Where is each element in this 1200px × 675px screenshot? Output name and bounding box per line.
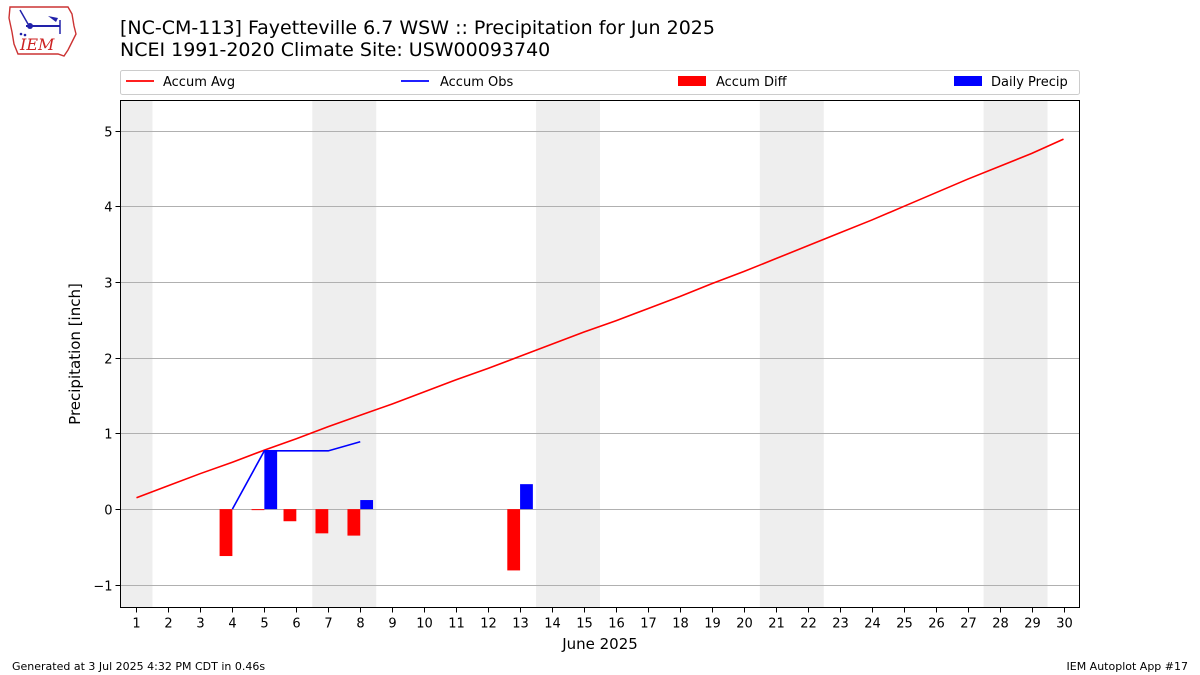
- daily-precip-bar: [360, 500, 374, 510]
- x-tick-label: 24: [864, 617, 881, 632]
- legend-accum-avg-label: Accum Avg: [163, 75, 235, 90]
- y-tick-label: 0: [104, 504, 112, 519]
- logo-text: IEM: [19, 35, 55, 54]
- x-tick-label: 19: [704, 617, 721, 632]
- lines: [136, 138, 1064, 510]
- x-tick-label: 23: [832, 617, 849, 632]
- x-tick-label: 12: [480, 617, 497, 632]
- x-tick-label: 14: [544, 617, 561, 632]
- accum-diff-bar: [219, 509, 233, 557]
- chart-title: [NC-CM-113] Fayetteville 6.7 WSW :: Prec…: [120, 17, 715, 39]
- x-tick-label: 15: [576, 617, 593, 632]
- x-tick-label: 29: [1024, 617, 1041, 632]
- y-axis-ticks: −1 0 1 2 3 4 5: [93, 126, 121, 595]
- legend-box: [120, 70, 1080, 95]
- legend-accum-diff-label: Accum Diff: [716, 75, 788, 90]
- x-tick-label: 8: [356, 617, 364, 632]
- x-tick-label: 13: [512, 617, 529, 632]
- x-tick-label: 7: [324, 617, 332, 632]
- legend-daily-precip-label: Daily Precip: [991, 75, 1068, 90]
- accum-diff-bar: [347, 509, 361, 536]
- x-tick-label: 4: [228, 617, 236, 632]
- x-tick-label: 5: [260, 617, 268, 632]
- x-tick-label: 20: [736, 617, 753, 632]
- x-tick-label: 27: [960, 617, 977, 632]
- chart-subtitle: NCEI 1991-2020 Climate Site: USW00093740: [120, 39, 551, 61]
- daily-precip-bar: [264, 450, 278, 510]
- x-tick-label: 21: [768, 617, 785, 632]
- iem-logo: IEM: [8, 6, 77, 57]
- accum-avg-line: [136, 138, 1064, 499]
- x-tick-label: 2: [164, 617, 172, 632]
- legend-accum-obs-label: Accum Obs: [440, 75, 513, 90]
- bars: [219, 450, 533, 571]
- legend-accum-diff-swatch: [678, 76, 706, 86]
- y-tick-label: 2: [104, 353, 112, 368]
- x-tick-label: 9: [388, 617, 396, 632]
- gridlines: [120, 131, 1080, 586]
- x-axis-ticks: 1 2 3 4 5 6 7 8 9 10 11 12 13 14 15 16 17 18 19 20 21 22 23 24 2…: [132, 607, 1073, 632]
- x-tick-label: 3: [196, 617, 204, 632]
- x-tick-label: 25: [896, 617, 913, 632]
- x-tick-label: 17: [640, 617, 657, 632]
- x-tick-label: 6: [292, 617, 300, 632]
- x-tick-label: 16: [608, 617, 625, 632]
- plot-frame: [120, 100, 1080, 608]
- weekend-shade: [759, 100, 824, 608]
- x-tick-label: 11: [448, 617, 465, 632]
- y-axis-label: Precipitation [inch]: [66, 283, 84, 425]
- x-tick-label: 18: [672, 617, 689, 632]
- x-tick-label: 10: [416, 617, 433, 632]
- y-tick-label: 1: [104, 428, 112, 443]
- footer-generated-text: Generated at 3 Jul 2025 4:32 PM CDT in 0…: [12, 660, 266, 673]
- weekend-shade: [983, 100, 1048, 608]
- accum-diff-bar: [507, 509, 521, 571]
- x-axis-label: June 2025: [561, 635, 638, 653]
- accum-obs-line: [231, 441, 361, 510]
- x-tick-label: 30: [1056, 617, 1073, 632]
- weekend-shading: [120, 100, 1048, 608]
- x-tick-label: 22: [800, 617, 817, 632]
- y-tick-label: 3: [104, 277, 112, 292]
- accum-diff-bar: [283, 509, 297, 522]
- x-tick-label: 28: [992, 617, 1009, 632]
- weekend-shade: [536, 100, 600, 608]
- y-tick-label: 4: [104, 201, 112, 216]
- legend: Accum Avg Accum Obs Accum Diff Daily Pre…: [120, 70, 1080, 95]
- x-tick-label: 26: [928, 617, 945, 632]
- accum-diff-bar: [251, 509, 265, 511]
- accum-diff-bar: [315, 509, 329, 534]
- x-tick-label: 1: [132, 617, 140, 632]
- daily-precip-bar: [520, 484, 533, 510]
- footer-app-text: IEM Autoplot App #17: [1066, 660, 1189, 673]
- y-tick-label: 5: [104, 126, 112, 141]
- y-tick-label: −1: [93, 580, 112, 595]
- legend-daily-precip-swatch: [954, 76, 982, 86]
- weekend-shade: [120, 100, 153, 608]
